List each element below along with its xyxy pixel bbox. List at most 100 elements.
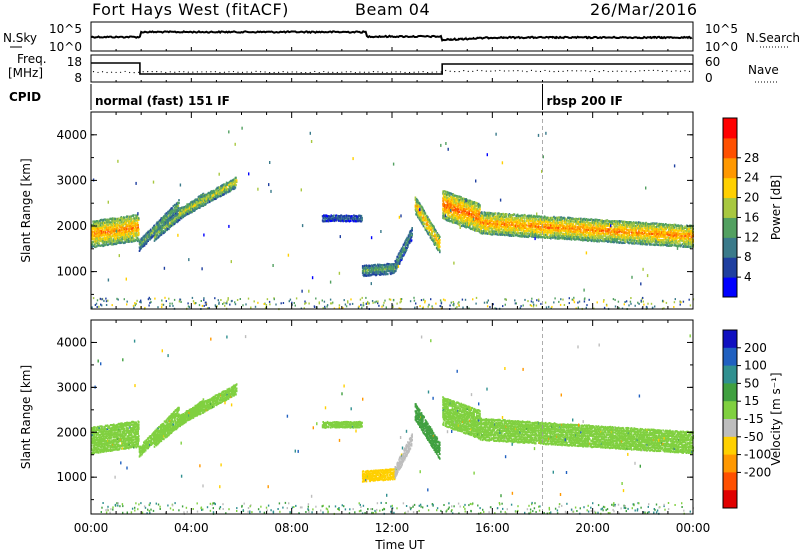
range-cell <box>580 228 582 232</box>
range-cell <box>207 198 209 201</box>
range-cell <box>400 249 402 252</box>
range-cell <box>444 197 446 200</box>
range-cell <box>404 251 407 254</box>
nave-dot <box>594 69 596 72</box>
range-cell <box>225 186 228 189</box>
range-cell <box>142 244 144 248</box>
nave-dot <box>616 70 618 72</box>
range-cell <box>164 213 166 216</box>
range-cell <box>106 231 109 234</box>
range-cell <box>513 231 515 234</box>
range-cell <box>476 204 479 207</box>
range-cell <box>551 216 554 219</box>
range-cell <box>464 224 467 227</box>
range-cell <box>423 210 425 213</box>
range-cell <box>482 217 485 220</box>
range-cell <box>335 214 338 217</box>
range-cell <box>473 219 476 222</box>
range-cell <box>494 222 496 225</box>
nsearch-dot <box>503 37 505 40</box>
range-cell <box>158 223 161 226</box>
range-cell <box>366 265 369 268</box>
range-cell <box>95 227 97 230</box>
range-cell <box>577 233 579 237</box>
range-cell <box>121 241 124 244</box>
range-cell <box>353 215 356 218</box>
nave-dot <box>630 71 632 73</box>
range-cell <box>136 237 139 240</box>
range-cell <box>465 220 467 223</box>
nsearch-dot <box>578 37 580 39</box>
nave-dot <box>178 71 180 73</box>
range-cell <box>540 215 543 218</box>
range-cell <box>137 224 139 227</box>
range-cell <box>496 233 499 236</box>
range-cell <box>523 229 525 233</box>
range-cell <box>541 236 544 239</box>
range-cell <box>112 242 115 246</box>
range-cell <box>452 217 454 220</box>
range-cell <box>419 204 422 207</box>
range-cell <box>375 266 377 269</box>
range-cell <box>133 237 135 240</box>
nave-dot <box>639 70 641 72</box>
range-cell <box>92 226 94 229</box>
nave-dot <box>566 70 569 72</box>
range-cell <box>565 237 567 240</box>
nave-dot <box>395 71 397 73</box>
range-cell <box>408 233 410 236</box>
range-cell <box>430 223 432 226</box>
nsearch-dot <box>657 36 659 39</box>
range-cell <box>152 231 155 234</box>
range-cell <box>107 243 109 246</box>
nave-dot <box>481 70 483 72</box>
range-cell <box>410 232 412 235</box>
range-cell <box>107 230 109 233</box>
range-cell <box>178 199 180 202</box>
range-cell <box>427 227 429 230</box>
range-cell <box>115 234 118 237</box>
range-cell <box>445 208 447 212</box>
range-cell <box>402 249 405 252</box>
nsearch-dot <box>540 36 542 39</box>
range-cell <box>498 218 500 221</box>
nsearch-dot <box>514 37 516 40</box>
range-cell <box>442 190 444 193</box>
range-cell <box>491 225 493 228</box>
range-cell <box>499 218 501 221</box>
range-cell <box>104 231 107 234</box>
range-cell <box>583 226 586 229</box>
range-cell <box>508 214 510 217</box>
range-cell <box>400 258 403 261</box>
range-cell <box>228 188 230 191</box>
range-cell <box>411 229 413 232</box>
range-cell <box>523 216 525 219</box>
nave-dot <box>670 70 673 72</box>
range-cell <box>334 219 336 222</box>
nave-dot <box>589 70 591 73</box>
range-cell <box>169 213 171 216</box>
nave-dot <box>336 71 338 74</box>
range-cell <box>207 201 209 204</box>
nave-dot <box>679 70 682 72</box>
range-cell <box>471 222 473 225</box>
range-cell <box>192 203 194 206</box>
nave-dot <box>648 69 650 72</box>
range-cell <box>511 216 514 220</box>
range-cell <box>446 191 449 194</box>
range-cell <box>557 232 560 235</box>
range-cell <box>555 234 557 237</box>
range-cell <box>435 230 437 233</box>
range-cell <box>442 200 445 203</box>
range-cell <box>454 206 456 209</box>
range-cell <box>114 237 116 240</box>
range-cell <box>472 202 474 206</box>
nave-dot <box>445 69 447 72</box>
range-cell <box>426 231 429 234</box>
range-cell <box>138 217 140 220</box>
range-cell <box>568 233 570 236</box>
range-cell <box>523 220 526 223</box>
range-cell <box>550 216 553 220</box>
range-cell <box>457 202 460 205</box>
power-panel-data <box>91 126 695 311</box>
